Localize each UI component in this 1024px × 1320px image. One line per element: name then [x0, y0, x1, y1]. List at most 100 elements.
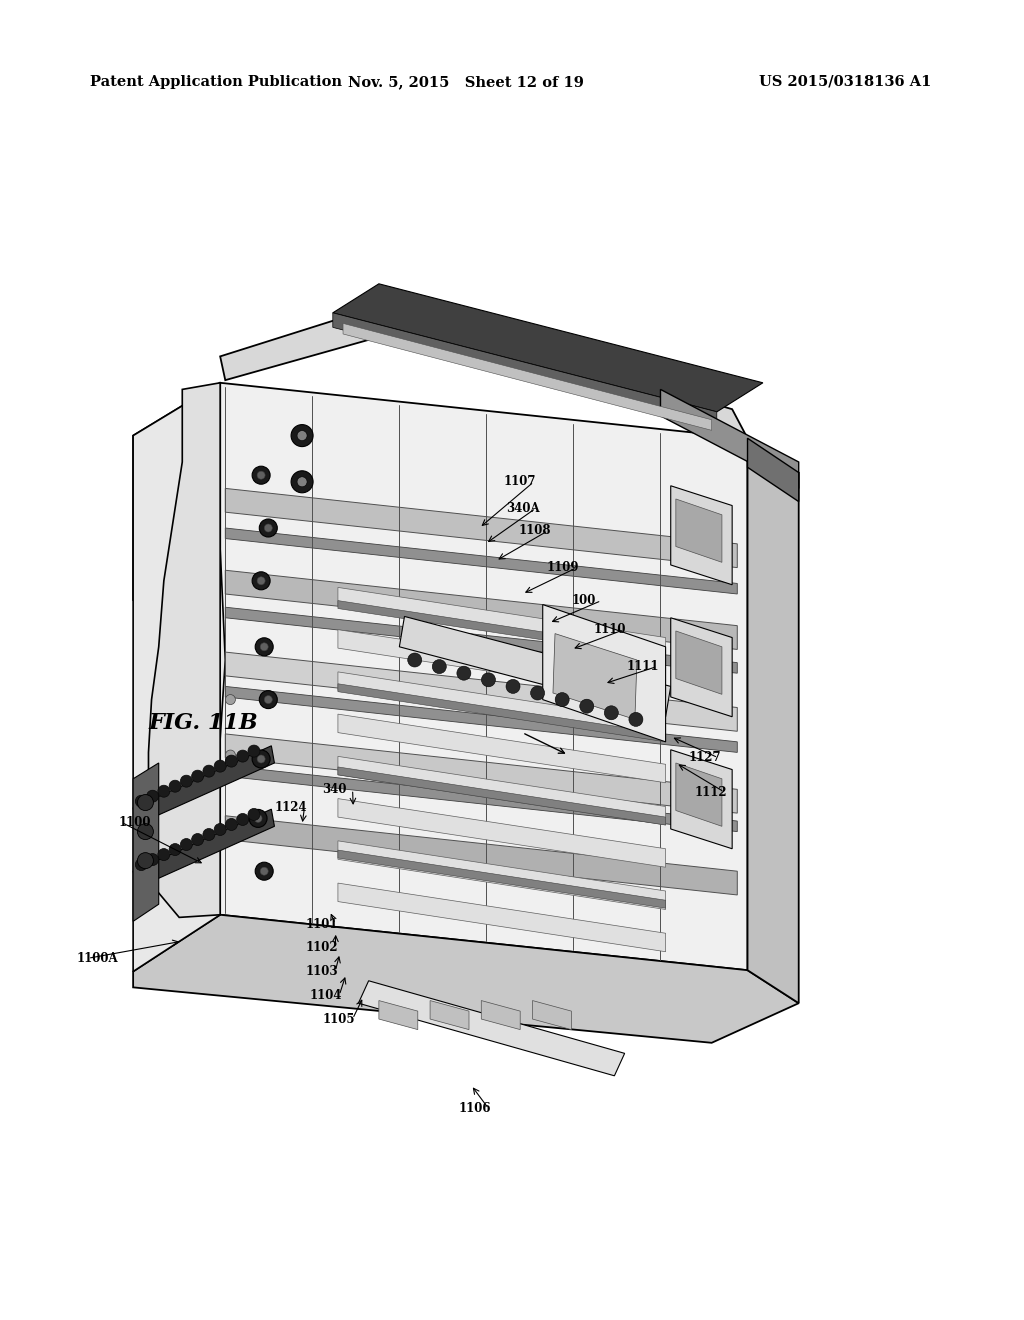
Polygon shape — [532, 1001, 571, 1030]
Polygon shape — [481, 1001, 520, 1030]
Circle shape — [214, 824, 226, 836]
Polygon shape — [343, 323, 712, 430]
Text: 1109: 1109 — [547, 561, 580, 574]
Polygon shape — [225, 734, 737, 813]
Circle shape — [506, 680, 520, 693]
Polygon shape — [133, 383, 225, 972]
Text: FIG. 11B: FIG. 11B — [148, 713, 258, 734]
Text: 1107: 1107 — [504, 475, 537, 488]
Polygon shape — [220, 383, 748, 970]
Circle shape — [264, 696, 272, 704]
Circle shape — [191, 770, 204, 783]
Circle shape — [252, 466, 270, 484]
Circle shape — [255, 638, 273, 656]
Circle shape — [203, 829, 215, 841]
Circle shape — [214, 760, 226, 772]
Circle shape — [249, 809, 267, 828]
Polygon shape — [338, 799, 666, 867]
Circle shape — [137, 795, 154, 810]
Circle shape — [225, 818, 238, 830]
Polygon shape — [220, 306, 748, 438]
Circle shape — [291, 425, 313, 446]
Polygon shape — [225, 686, 737, 752]
Polygon shape — [676, 499, 722, 562]
Polygon shape — [748, 438, 799, 502]
Circle shape — [530, 686, 545, 700]
Text: 1102: 1102 — [305, 941, 338, 954]
Circle shape — [146, 791, 159, 803]
Circle shape — [252, 750, 270, 768]
Circle shape — [255, 862, 273, 880]
Circle shape — [169, 843, 181, 855]
Text: 1124: 1124 — [274, 801, 307, 814]
Circle shape — [158, 849, 170, 861]
Polygon shape — [338, 714, 666, 783]
Circle shape — [408, 653, 422, 667]
Polygon shape — [671, 486, 732, 585]
Circle shape — [580, 700, 594, 713]
Circle shape — [225, 755, 238, 767]
Circle shape — [260, 867, 268, 875]
Circle shape — [629, 713, 643, 726]
Polygon shape — [225, 528, 737, 594]
Circle shape — [257, 471, 265, 479]
Text: 1100: 1100 — [119, 816, 152, 829]
Polygon shape — [225, 488, 737, 568]
Polygon shape — [671, 618, 732, 717]
Circle shape — [191, 833, 204, 846]
Text: 1104: 1104 — [309, 989, 342, 1002]
Circle shape — [457, 667, 471, 680]
Polygon shape — [133, 915, 799, 1043]
Text: 1101: 1101 — [305, 917, 338, 931]
Text: 340A: 340A — [506, 502, 540, 515]
Circle shape — [135, 858, 147, 871]
Polygon shape — [133, 383, 220, 601]
Circle shape — [252, 572, 270, 590]
Polygon shape — [338, 883, 666, 952]
Circle shape — [555, 693, 569, 706]
Circle shape — [237, 813, 249, 825]
Polygon shape — [133, 809, 274, 888]
Polygon shape — [338, 756, 666, 825]
Circle shape — [248, 744, 260, 758]
Polygon shape — [225, 652, 737, 731]
Circle shape — [169, 780, 181, 792]
Circle shape — [135, 795, 147, 808]
Polygon shape — [133, 763, 159, 921]
Polygon shape — [660, 389, 799, 488]
Polygon shape — [225, 607, 737, 673]
Circle shape — [225, 750, 236, 760]
Text: 100: 100 — [571, 594, 596, 607]
Circle shape — [237, 750, 249, 762]
Text: 1105: 1105 — [323, 1012, 355, 1026]
Polygon shape — [358, 981, 625, 1076]
Text: 1108: 1108 — [518, 524, 551, 537]
Circle shape — [291, 471, 313, 492]
Text: 1103: 1103 — [305, 965, 338, 978]
Circle shape — [297, 477, 307, 487]
Polygon shape — [338, 672, 666, 741]
Circle shape — [248, 808, 260, 821]
Circle shape — [257, 755, 265, 763]
Polygon shape — [338, 841, 666, 909]
Polygon shape — [338, 630, 666, 698]
Circle shape — [137, 853, 154, 869]
Text: 1127: 1127 — [688, 751, 721, 764]
Circle shape — [257, 577, 265, 585]
Circle shape — [432, 660, 446, 673]
Text: 1112: 1112 — [694, 785, 727, 799]
Circle shape — [137, 824, 154, 840]
Polygon shape — [338, 587, 666, 656]
Polygon shape — [333, 313, 717, 426]
Polygon shape — [748, 438, 799, 1003]
Circle shape — [158, 785, 170, 797]
Polygon shape — [430, 1001, 469, 1030]
Circle shape — [264, 524, 272, 532]
Circle shape — [297, 430, 307, 441]
Circle shape — [604, 706, 618, 719]
Text: 1111: 1111 — [627, 660, 659, 673]
Circle shape — [180, 838, 193, 850]
Circle shape — [225, 694, 236, 705]
Circle shape — [180, 775, 193, 787]
Text: 1100A: 1100A — [76, 952, 118, 965]
